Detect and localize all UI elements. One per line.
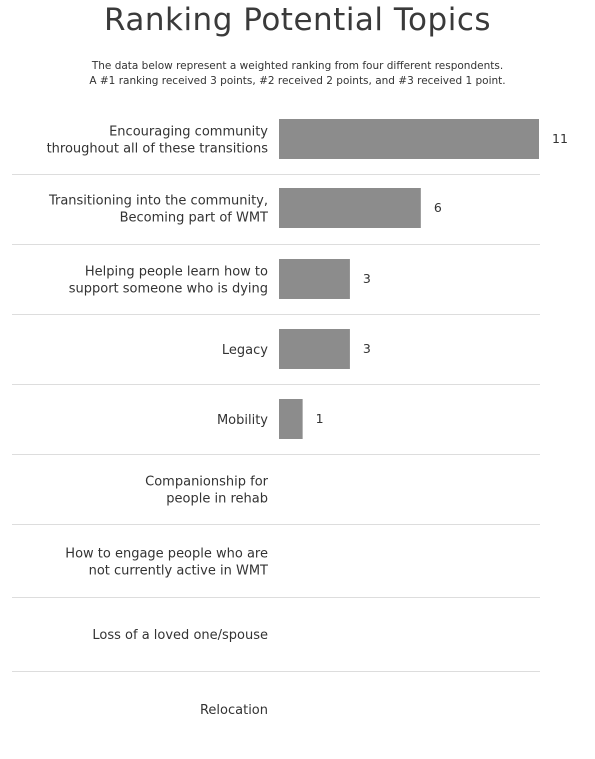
- value-label-mobility: 1: [316, 411, 324, 426]
- category-label-encouraging-community-throughout-all-of-these-transitions: Encouraging community throughout all of t…: [47, 125, 269, 157]
- chart-subtitle-line-1: The data below represent a weighted rank…: [91, 60, 504, 72]
- bar-legacy: [279, 329, 350, 369]
- category-label-line: Loss of a loved one/spouse: [92, 628, 268, 643]
- value-label-legacy: 3: [363, 341, 371, 356]
- category-label-line: Relocation: [200, 703, 268, 718]
- value-label-transitioning-into-the-community-becoming-part-of-wmt: 6: [434, 200, 442, 215]
- category-label-transitioning-into-the-community-becoming-part-of-wmt: Transitioning into the community, Becomin…: [48, 194, 268, 226]
- category-label-line: support someone who is dying: [69, 282, 268, 297]
- category-label-line: How to engage people who are: [65, 547, 268, 562]
- category-label-relocation: Relocation: [200, 703, 268, 718]
- bar-mobility: [279, 399, 303, 439]
- bar-helping-people-learn-how-to-support-someone-who-is-dying: [279, 259, 350, 299]
- category-label-loss-of-a-loved-one-spouse: Loss of a loved one/spouse: [92, 628, 268, 643]
- category-label-line: Mobility: [217, 413, 268, 428]
- bar-encouraging-community-throughout-all-of-these-transitions: [279, 119, 539, 159]
- chart-title: Ranking Potential Topics: [103, 2, 492, 38]
- category-label-how-to-engage-people-who-are-not-currently-active-in-wmt: How to engage people who are not currentl…: [65, 547, 268, 579]
- category-label-legacy: Legacy: [222, 343, 268, 358]
- category-label-line: Companionship for: [145, 475, 268, 490]
- category-label-line: not currently active in WMT: [89, 564, 268, 579]
- category-label-companionship-for-people-in-rehab: Companionship for people in rehab: [145, 475, 268, 507]
- category-label-line: people in rehab: [166, 492, 268, 507]
- chart-subtitle-line-2: A #1 ranking received 3 points, #2 recei…: [89, 75, 506, 87]
- category-label-line: throughout all of these transitions: [47, 142, 269, 157]
- category-label-mobility: Mobility: [217, 413, 268, 428]
- value-label-encouraging-community-throughout-all-of-these-transitions: 11: [552, 131, 568, 146]
- category-label-helping-people-learn-how-to-support-someone-who-is-dying: Helping people learn how to support someo…: [69, 265, 268, 297]
- value-label-helping-people-learn-how-to-support-someone-who-is-dying: 3: [363, 271, 371, 286]
- category-label-line: Becoming part of WMT: [120, 211, 268, 226]
- category-label-line: Legacy: [222, 343, 268, 358]
- category-label-line: Helping people learn how to: [85, 265, 268, 280]
- bar-transitioning-into-the-community-becoming-part-of-wmt: [279, 188, 421, 228]
- category-label-line: Transitioning into the community,: [48, 194, 268, 209]
- category-label-line: Encouraging community: [109, 125, 268, 140]
